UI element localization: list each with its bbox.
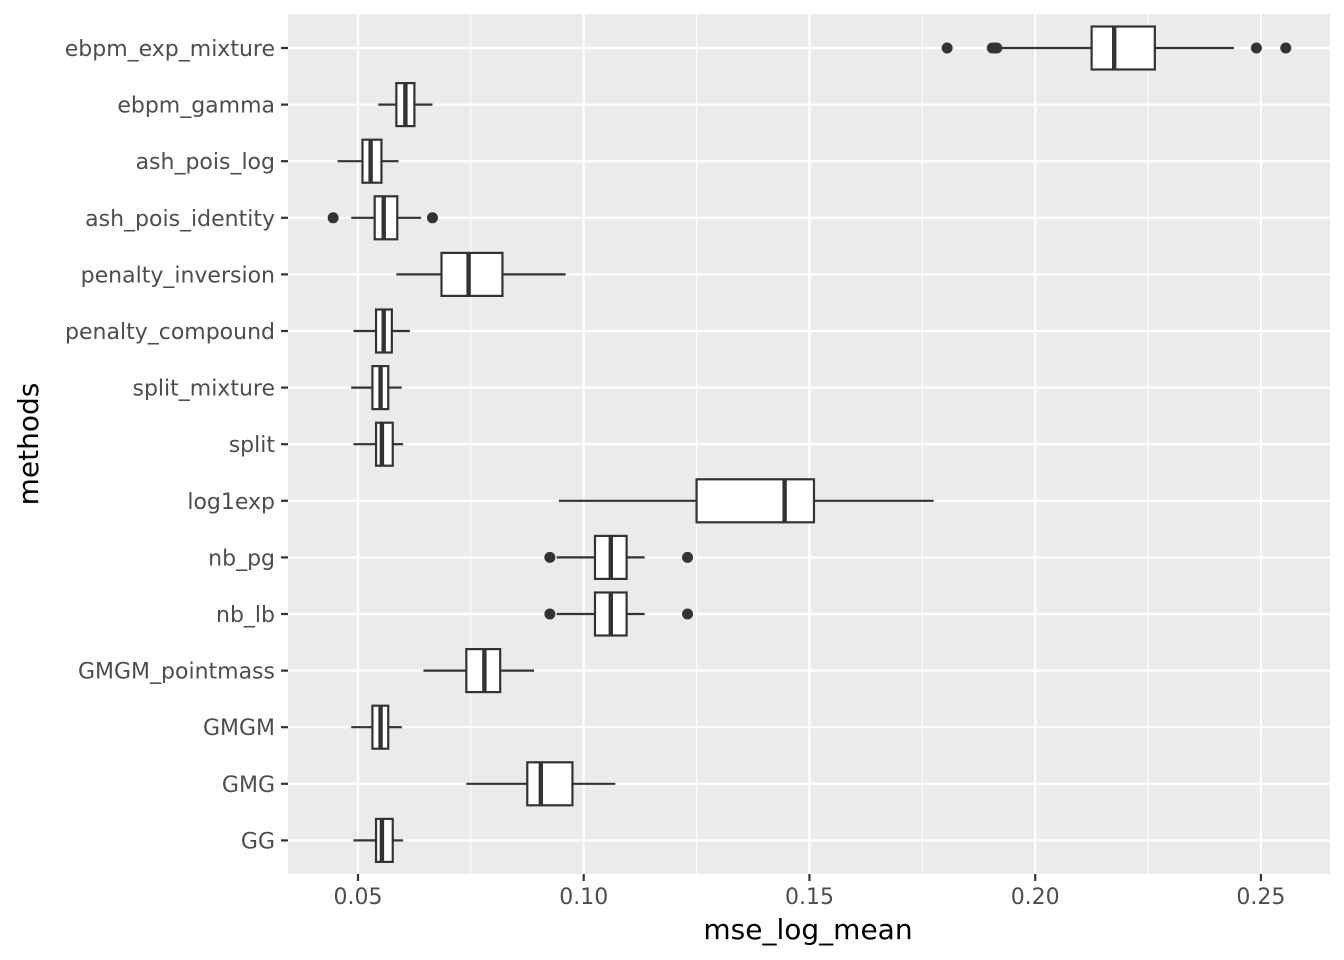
y-tick-label: split_mixture [132,377,275,402]
x-tick-label: 0.20 [1011,885,1060,910]
x-tick-label: 0.05 [333,885,382,910]
box-iqr [526,761,574,807]
box-iqr [1090,25,1156,71]
box-log1exp [558,478,934,524]
outlier-point [544,551,556,563]
y-tick-label: GMGM_pointmass [78,660,275,685]
y-tick-label: penalty_inversion [81,263,275,288]
y-tick-label: penalty_compound [65,320,275,345]
box-split_mixture [351,365,402,411]
box-ash_pois_log [337,138,399,184]
outlier-point [1280,42,1292,54]
x-tick-label: 0.25 [1236,885,1285,910]
box-iqr [695,478,816,524]
box-iqr [440,251,504,297]
y-tick-label: ebpm_exp_mixture [65,37,275,62]
y-tick-label: ebpm_gamma [117,94,275,119]
outlier-point [941,42,953,54]
x-tick-label: 0.15 [785,885,834,910]
y-axis-title: methods [12,383,45,506]
outlier-point [544,608,556,620]
box-iqr [374,817,394,864]
box-ebpm_gamma [378,81,433,128]
outlier-point [991,42,1003,54]
box-GMGM [351,704,402,750]
outlier-point [682,551,694,563]
outlier-point [682,608,694,620]
y-tick-label: ash_pois_identity [85,207,275,232]
box-penalty_compound [353,308,410,354]
box-series [327,25,1292,864]
outlier-point [1250,42,1262,54]
box-ebpm_exp_mixture [941,25,1292,71]
y-axis: ebpm_exp_mixture ebpm_gamma ash_pois_logas… [65,37,288,854]
outlier-point [327,212,339,224]
box-nb_lb [544,591,694,637]
y-tick-label: GG [241,829,275,854]
y-tick-label: GMG [222,773,275,798]
box-nb_pg [544,534,694,581]
y-tick-label: split [229,433,276,458]
box-split [353,421,404,467]
box-ash_pois_identity [327,195,438,241]
box-GMG [466,761,616,807]
x-axis-title: mse_log_mean [703,913,912,946]
box-penalty_inversion [396,251,566,297]
y-tick-label: GMGM [203,716,275,741]
outlier-point [426,212,438,224]
major-gridlines [288,14,1330,874]
box-GMGM_pointmass [423,647,535,694]
y-tick-label: nb_lb [216,603,275,628]
y-tick-label: ash_pois_log [136,150,275,175]
x-tick-label: 0.10 [559,885,608,910]
x-axis: 0.05 0.10 0.15 0.20 0.25 [333,874,1285,910]
box-iqr [373,195,399,241]
box-GG [353,817,404,864]
y-tick-label: nb_pg [208,546,275,571]
y-tick-label: log1exp [187,490,275,515]
box-iqr [374,421,394,467]
